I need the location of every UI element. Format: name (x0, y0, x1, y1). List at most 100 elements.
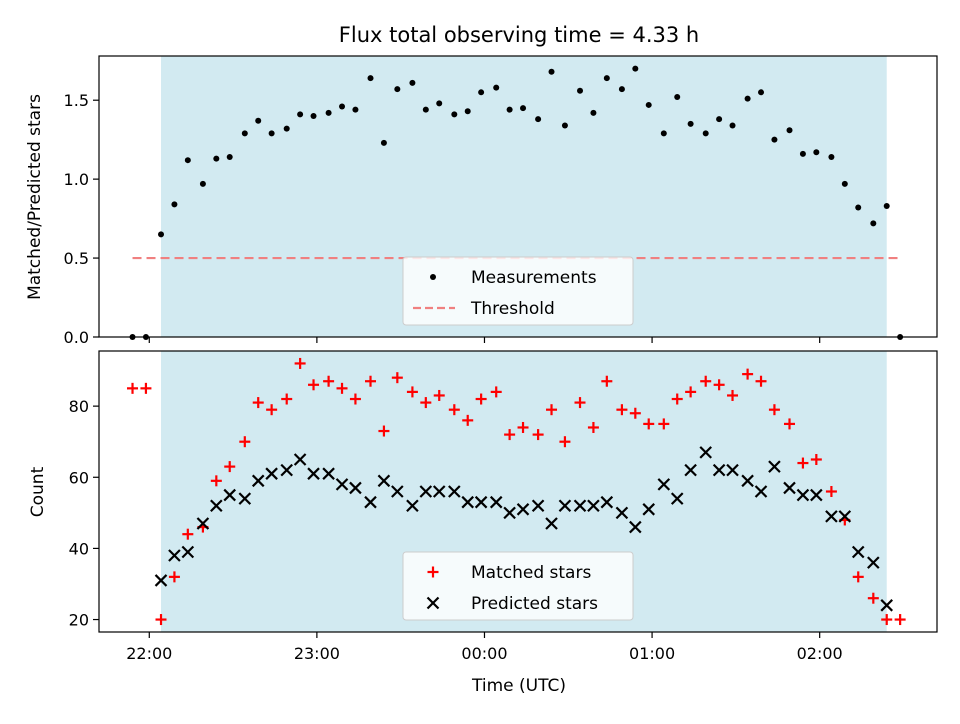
matched-star-point (532, 429, 544, 441)
predicted-star-point (642, 503, 656, 516)
measurement-point (758, 89, 765, 96)
measurement-point (771, 136, 778, 143)
predicted-star-point (810, 488, 823, 502)
matched-star-point (559, 436, 571, 448)
measurement-point (241, 130, 248, 137)
measurement-point (632, 65, 639, 72)
predicted-star-point (545, 517, 558, 530)
predicted-star-point (489, 495, 503, 509)
predicted-star-point (516, 503, 530, 516)
panel-ratio: 0.0 0.5 1.0 1.5 Matched/Predicted stars Mea… (25, 55, 938, 347)
ylabel-top: Matched/Predicted stars (25, 94, 45, 300)
matched-stars-series (127, 357, 906, 626)
predicted-star-point (168, 549, 181, 562)
measurement-point (535, 116, 542, 123)
predicted-star-point (503, 506, 516, 520)
predicted-star-point (768, 460, 781, 473)
measurement-point (883, 202, 890, 209)
predicted-star-point (573, 499, 587, 513)
matched-star-point (852, 571, 864, 583)
measurement-point (828, 154, 835, 161)
measurement-point (618, 86, 625, 93)
matched-star-point (281, 393, 293, 405)
measurement-point (283, 125, 290, 132)
predicted-star-point (377, 474, 391, 488)
measurement-point (603, 75, 610, 82)
measurement-point (297, 111, 304, 118)
predicted-star-point (684, 463, 697, 477)
legend-swatch (430, 274, 436, 280)
measurement-point (577, 87, 584, 94)
measurement-point (394, 86, 401, 93)
matched-star-point (587, 421, 599, 433)
matched-star-point (784, 418, 796, 430)
matched-star-point (867, 592, 879, 604)
matched-star-point (685, 386, 697, 398)
measurement-point (674, 94, 681, 101)
predicted-star-point (265, 467, 278, 480)
predicted-star-point (851, 545, 865, 559)
matched-star-point (643, 418, 655, 430)
y-tick-label: 1.5 (64, 91, 89, 110)
measurement-point (870, 220, 877, 227)
measurement-point (436, 100, 443, 107)
predicted-star-point (432, 485, 446, 498)
predicted-star-point (223, 488, 237, 502)
y-tick-label: 1.0 (64, 170, 89, 189)
measurement-point (380, 139, 387, 146)
predicted-star-point (448, 485, 461, 498)
measurement-point (422, 106, 429, 113)
x-tick-label: 02:00 (797, 644, 843, 663)
matched-star-point (378, 425, 390, 437)
predicted-stars-series (154, 446, 893, 612)
predicted-star-point (210, 499, 223, 513)
matched-star-point (727, 389, 739, 401)
measurement-point (799, 150, 806, 157)
matched-star-point (266, 404, 278, 416)
chart-title: Flux total observing time = 4.33 h (339, 23, 699, 47)
measurement-point (561, 122, 568, 129)
predicted-star-point (461, 495, 474, 509)
predicted-star-point (741, 474, 754, 488)
matched-star-point (574, 397, 586, 409)
predicted-star-point (307, 467, 320, 480)
y-tick-label: 80 (69, 397, 89, 416)
measurement-point (409, 79, 416, 86)
matched-star-point (252, 397, 264, 409)
x-tick-label: 23:00 (294, 644, 340, 663)
predicted-star-point (419, 485, 433, 498)
legend-label: Predicted stars (471, 594, 598, 614)
measurement-point (702, 130, 709, 137)
predicted-star-point (825, 510, 838, 523)
predicted-star-point (154, 574, 168, 587)
matched-star-point (140, 382, 152, 394)
measurement-point (352, 106, 359, 113)
measurement-point (464, 108, 471, 115)
predicted-star-point (335, 478, 349, 491)
matched-star-point (616, 404, 628, 416)
matched-star-point (210, 475, 222, 487)
matched-star-point (420, 397, 432, 409)
matched-star-point (323, 375, 335, 387)
measurement-point (268, 130, 275, 137)
matched-star-point (294, 357, 306, 369)
legend-top: Measurements Threshold (402, 256, 634, 326)
predicted-star-point (406, 499, 419, 513)
predicted-star-point (391, 485, 404, 498)
measurement-point (744, 95, 751, 102)
predicted-star-point (880, 599, 893, 612)
predicted-star-point (280, 463, 293, 477)
measurement-point (158, 231, 165, 238)
x-tick-label: 01:00 (629, 644, 675, 663)
legend-box (402, 551, 634, 621)
predicted-star-point (531, 499, 545, 513)
measurement-point (841, 180, 848, 187)
measurement-point (367, 75, 374, 82)
matched-star-point (825, 486, 837, 497)
measurement-point (184, 157, 191, 164)
predicted-star-point (699, 446, 712, 459)
matched-star-point (336, 382, 348, 394)
predicted-star-point (838, 510, 852, 523)
predicted-star-point (754, 485, 768, 498)
